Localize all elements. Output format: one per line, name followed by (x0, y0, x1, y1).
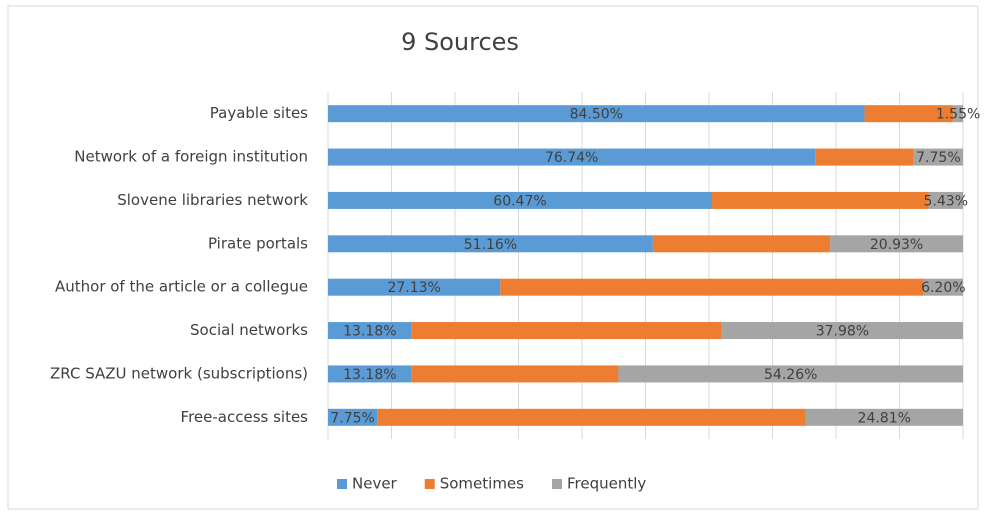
legend: Never Sometimes Frequently (337, 475, 646, 493)
bar-segment (328, 278, 501, 296)
y-tick-label: Payable sites (210, 104, 308, 122)
data-label: 84.50% (570, 107, 623, 123)
bar-segment (328, 191, 712, 209)
labels: Payable sites 84.50% 1.55% Network of a for… (50, 104, 980, 426)
data-label: 7.75% (330, 410, 374, 426)
legend-label: Never (352, 475, 398, 493)
data-label: 13.18% (343, 367, 396, 383)
data-label: 13.18% (343, 324, 396, 340)
legend-swatch (337, 479, 347, 489)
data-label: 1.55% (936, 107, 980, 123)
bar-segment (923, 278, 963, 296)
data-label: 27.13% (387, 280, 440, 296)
bar-segment (830, 235, 963, 253)
bar-segment (721, 322, 963, 340)
y-tick-label: Author of the article or a collegue (55, 278, 308, 296)
bar-segment (815, 148, 914, 166)
bar-segment (328, 365, 412, 383)
bar-segment (928, 191, 963, 209)
legend-label: Sometimes (440, 475, 524, 493)
y-tick-label: ZRC SAZU network (subscriptions) (50, 364, 308, 382)
data-label: 76.74% (545, 150, 598, 166)
bar-segment (328, 148, 816, 166)
data-label: 60.47% (493, 193, 546, 209)
bar-segment (328, 408, 378, 426)
data-label: 54.26% (764, 367, 817, 383)
bar-segment (805, 408, 963, 426)
y-tick-label: Pirate portals (208, 234, 308, 252)
chart-title: 9 Sources (401, 28, 519, 56)
data-label: 6.20% (921, 280, 965, 296)
bar-segment (500, 278, 924, 296)
y-tick-label: Social networks (190, 321, 308, 339)
y-tick-label: Slovene libraries network (117, 191, 308, 209)
bar-segment (913, 148, 963, 166)
bar-segment (953, 105, 963, 123)
data-label: 51.16% (464, 237, 517, 253)
data-label: 20.93% (870, 237, 923, 253)
y-tick-label: Network of a foreign institution (74, 148, 308, 166)
legend-label: Frequently (567, 475, 646, 493)
data-label: 37.98% (816, 324, 869, 340)
bars (328, 105, 963, 426)
bar-segment (411, 322, 722, 340)
data-label: 24.81% (858, 410, 911, 426)
bar-segment (377, 408, 806, 426)
bar-segment (652, 235, 831, 253)
chart-frame (7, 5, 979, 510)
data-label: 7.75% (916, 150, 960, 166)
bar-segment (411, 365, 619, 383)
bar-segment (618, 365, 963, 383)
bar-segment (328, 235, 653, 253)
y-tick-label: Free-access sites (181, 408, 309, 426)
bar-segment (328, 322, 412, 340)
legend-swatch (424, 479, 435, 489)
bar-segment (864, 105, 954, 123)
data-label: 5.43% (924, 193, 968, 209)
legend-swatch (551, 479, 562, 489)
bar-segment (711, 191, 929, 209)
bar-segment (328, 105, 865, 123)
